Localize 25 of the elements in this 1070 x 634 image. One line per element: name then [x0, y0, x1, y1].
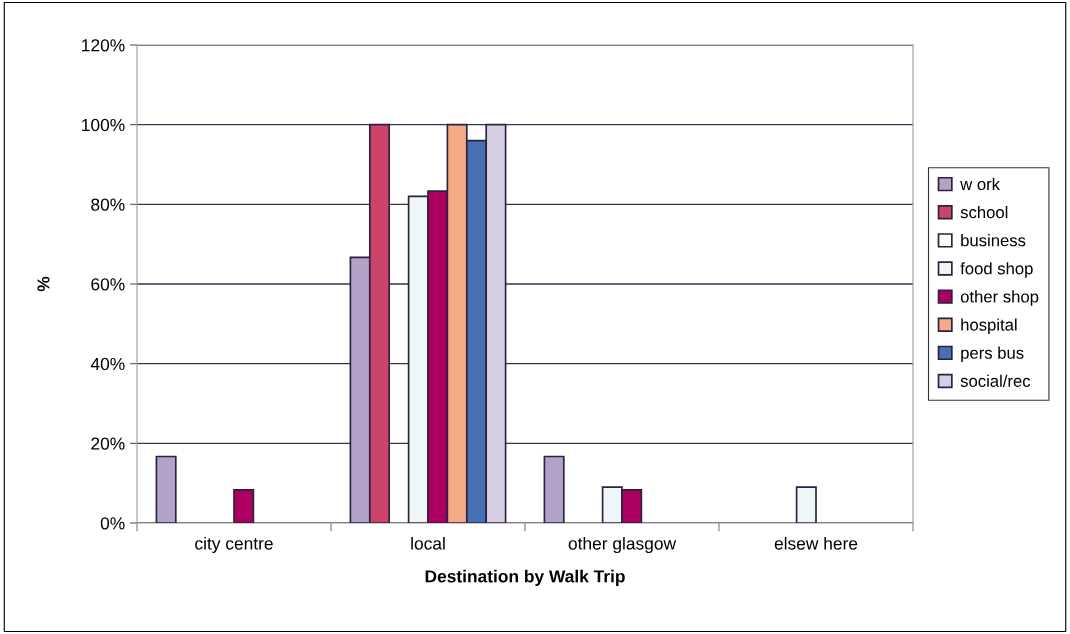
y-tick-label: 40%	[90, 357, 125, 371]
legend-label: w ork	[960, 177, 1001, 191]
legend-label: hospital	[961, 318, 1017, 334]
y-tick-label: 120%	[82, 39, 125, 52]
x-tick-label: local	[411, 536, 445, 550]
y-tick-label: 100%	[82, 118, 125, 132]
bar	[543, 455, 565, 523]
legend-label: pers bus	[961, 346, 1024, 363]
legend-label: social/rec	[960, 374, 1031, 387]
legend-label: school	[960, 205, 1008, 219]
x-tick-label: city centre	[195, 536, 273, 554]
legend-label: other shop	[960, 290, 1039, 306]
bar	[233, 489, 255, 523]
bar	[795, 486, 817, 523]
bar	[155, 455, 177, 523]
y-tick-label: 20%	[91, 437, 125, 450]
y-tick-label: 0%	[100, 517, 125, 530]
y-tick-label: 80%	[91, 198, 125, 211]
y-axis-title: %	[37, 276, 50, 292]
x-tick-label: other glasgow	[568, 536, 677, 554]
x-axis-title: Destination by Walk Trip	[425, 569, 625, 586]
y-tick-label: 60%	[91, 278, 125, 291]
x-tick-label: elsew here	[774, 536, 858, 550]
legend-label: food shop	[960, 262, 1033, 278]
legend-label: business	[961, 234, 1026, 247]
